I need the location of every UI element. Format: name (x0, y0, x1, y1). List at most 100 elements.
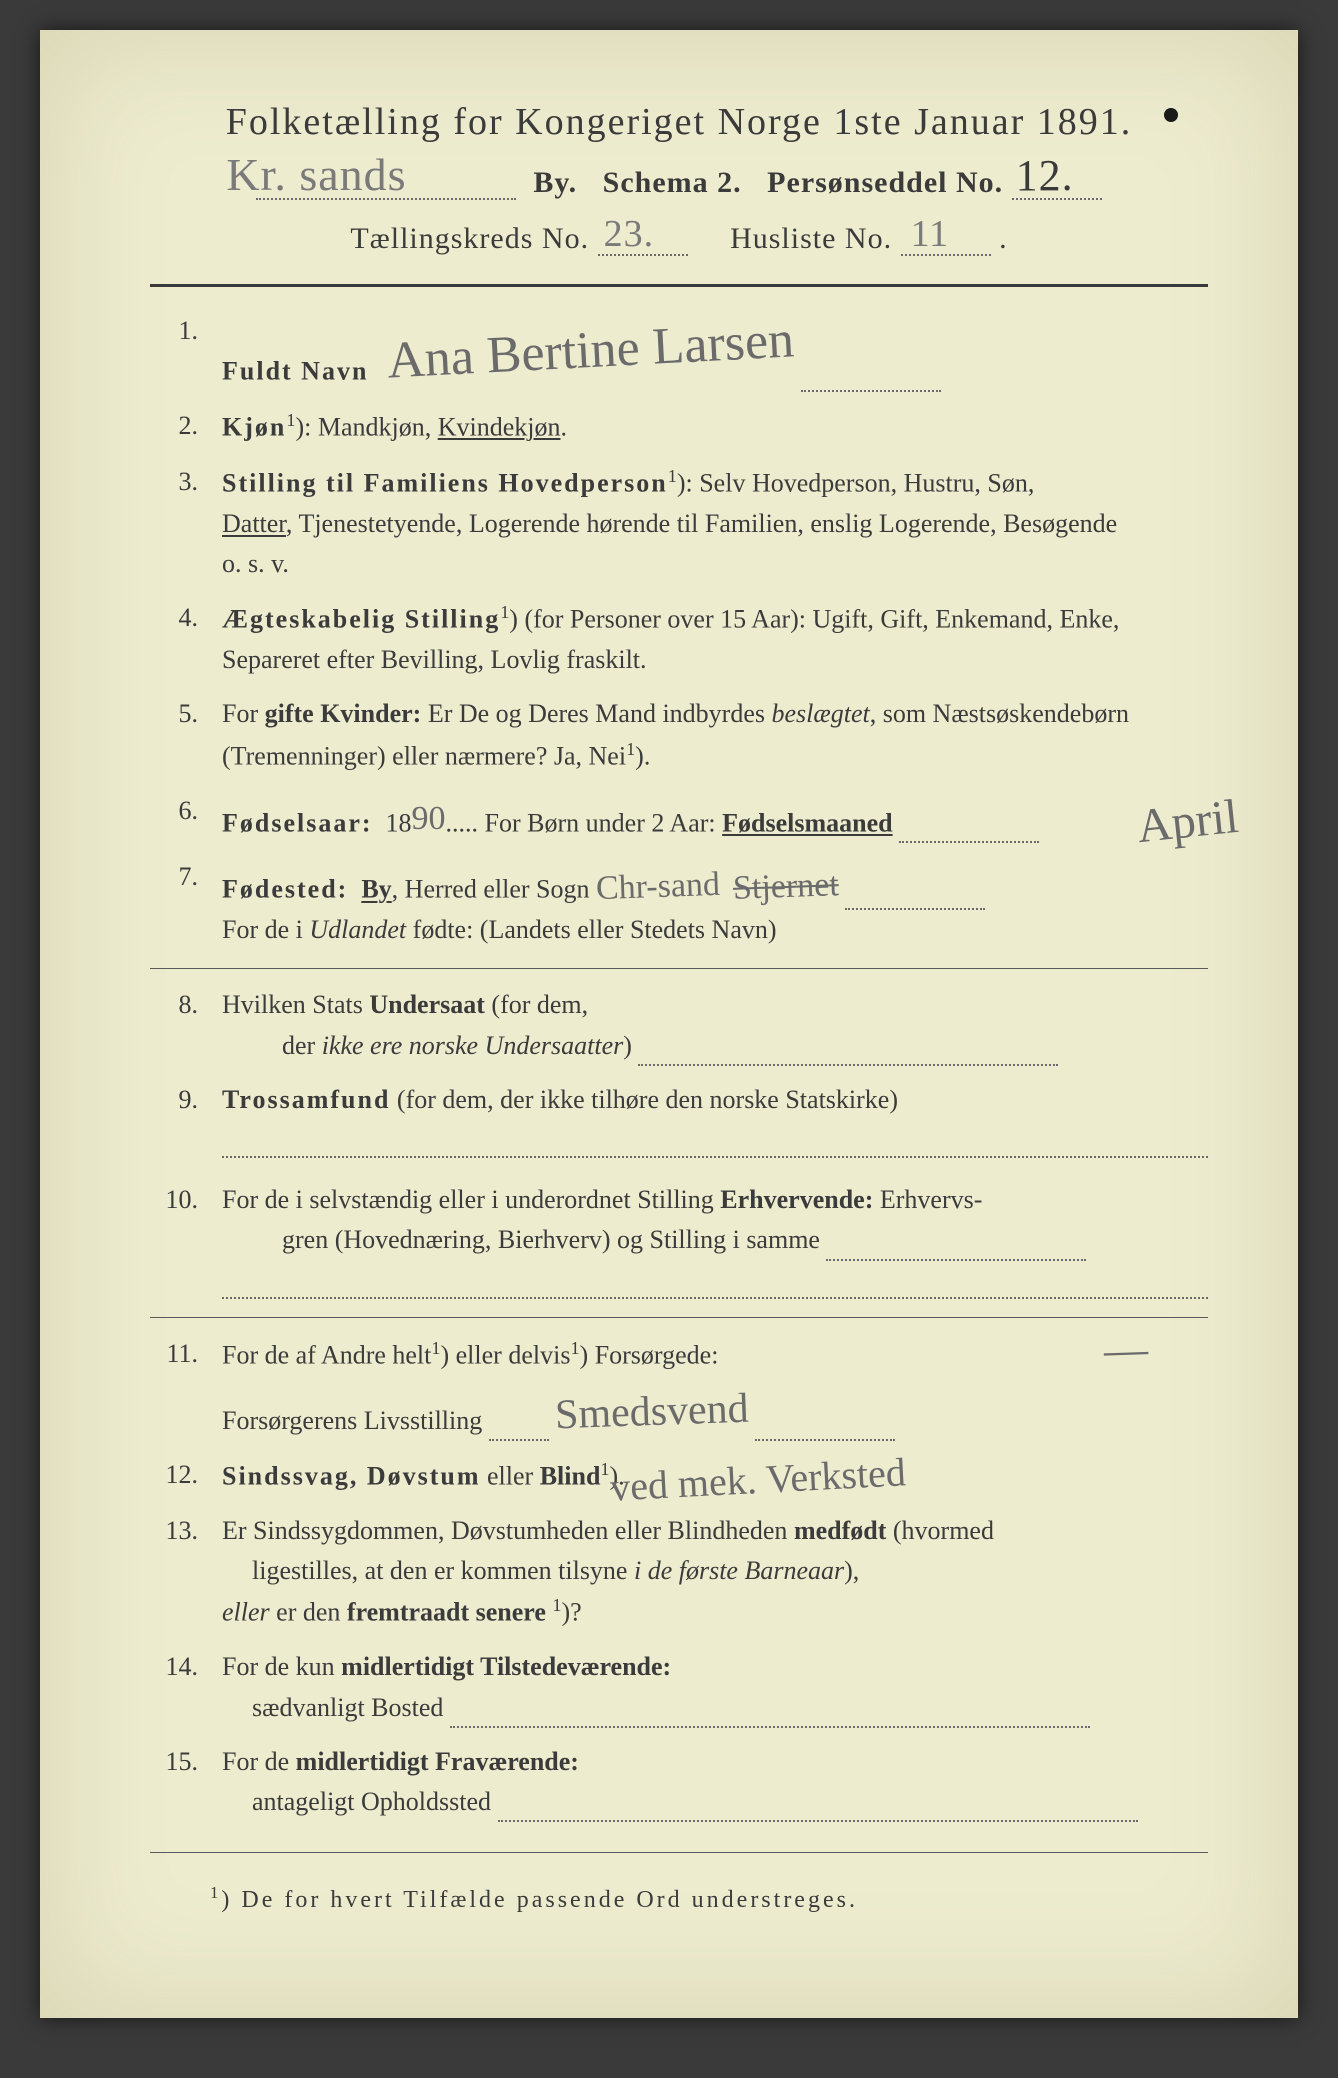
q13-bold: medfødt (794, 1516, 886, 1545)
q6-label: Fødselsaar: (222, 808, 373, 837)
divider-mid-2 (150, 1317, 1208, 1318)
taellingskreds-label: Tællingskreds No. (350, 222, 589, 255)
q3-underlined: Datter (222, 509, 286, 538)
q8: Hvilken Stats Undersaat (for dem, der ik… (150, 985, 1208, 1066)
q15-line2: antageligt Opholdssted (252, 1787, 491, 1816)
q15-a: For de (222, 1747, 296, 1776)
q8-dots (638, 1042, 1058, 1066)
footnote-text: ) De for hvert Tilfælde passende Ord und… (221, 1887, 858, 1913)
q9-dots (222, 1130, 1208, 1158)
q3-label: Stilling til Familiens Hovedperson (222, 468, 668, 497)
q12-t1: eller (481, 1461, 540, 1490)
q2: Kjøn1): Mandkjøn, Kvindekjøn. (150, 406, 1208, 448)
q13-ital: i de første Barneaar (634, 1556, 844, 1585)
q4: Ægteskabelig Stilling1) (for Personer ov… (150, 598, 1208, 680)
q13-bold2: fremtraadt senere (347, 1598, 546, 1627)
q3: Stilling til Familiens Hovedperson1): Se… (150, 462, 1208, 585)
q7-line2a: For de i (222, 915, 309, 944)
q9-bold: Trossamfund (222, 1085, 390, 1114)
q11-c: ) Forsørgede: (580, 1340, 719, 1369)
form-title: Folketælling for Kongeriget Norge 1ste J… (150, 100, 1208, 144)
footnote: 1) De for hvert Tilfælde passende Ord un… (150, 1883, 1208, 1914)
personseddel-label: Persønseddel No. (767, 166, 1003, 199)
q11-sup2: 1 (570, 1338, 579, 1358)
q10-a: For de i selvstændig eller i underordnet… (222, 1185, 720, 1214)
q1-trail-dots (801, 368, 941, 392)
q13-line3b: er den (270, 1598, 347, 1627)
q13-b: (hvormed (886, 1516, 994, 1545)
husliste-no: 11 (911, 212, 950, 256)
q7-ital: Udlandet (309, 915, 406, 944)
q1: Fuldt Navn Ana Bertine Larsen (150, 311, 1208, 392)
q8-line2b: ) (623, 1031, 632, 1060)
personseddel-field: 12. (1012, 170, 1102, 200)
husliste-field: 11 (901, 226, 991, 256)
form-header: Folketælling for Kongeriget Norge 1ste J… (150, 100, 1208, 256)
divider-top (150, 284, 1208, 287)
q5-sup: 1 (626, 739, 635, 759)
city-field: Kr. sands (256, 170, 516, 200)
q13: Er Sindssygdommen, Døvstumheden eller Bl… (150, 1511, 1208, 1634)
q11-dots (755, 1417, 895, 1441)
question-list: Fuldt Navn Ana Bertine Larsen Kjøn1): Ma… (150, 311, 1208, 950)
q14-dots (450, 1704, 1090, 1728)
q11-a: For de af Andre helt (222, 1340, 431, 1369)
q6-year-hand: 90 (412, 793, 446, 846)
q5-ital: beslægtet (772, 699, 870, 728)
q11-dots-pre (489, 1417, 549, 1441)
q2-label: Kjøn (222, 412, 286, 441)
q1-name-handwritten: Ana Bertine Larsen (385, 300, 796, 402)
q3-sup: 1 (668, 466, 677, 486)
footnote-sup: 1 (210, 1883, 221, 1902)
q7-trail (845, 886, 985, 910)
q10: For de i selvstændig eller i underordnet… (150, 1180, 1208, 1299)
city-handwritten: Kr. sands (226, 148, 406, 201)
q2-underlined: Kvindekjøn (438, 412, 561, 441)
q10-bold: Erhvervende: (720, 1185, 873, 1214)
q5: For gifte Kvinder: Er De og Deres Mand i… (150, 694, 1208, 776)
q14-a: For de kun (222, 1652, 341, 1681)
q7-line2b: fødte: (Landets eller Stedets Navn) (406, 915, 776, 944)
divider-mid-1 (150, 968, 1208, 969)
q11: For de af Andre helt1) eller delvis1) Fo… (150, 1334, 1208, 1441)
taellingskreds-no: 23. (604, 212, 655, 256)
q12-bold2: Blind (540, 1461, 601, 1490)
q12-bold: Sindssvag, Døvstum (222, 1461, 481, 1490)
q10-dots1 (826, 1237, 1086, 1261)
q6-month-field (899, 819, 1039, 843)
q13-a: Er Sindssygdommen, Døvstumheden eller Bl… (222, 1516, 794, 1545)
ink-blot (1164, 108, 1178, 122)
q7-text1: , Herred eller Sogn (392, 875, 596, 904)
q7-by: By (361, 875, 391, 904)
q6-mid: ..... For Børn under 2 Aar: (446, 808, 723, 837)
q14: For de kun midlertidigt Tilstedeværende:… (150, 1647, 1208, 1728)
q2-tail: . (560, 412, 567, 441)
q13-line2b: ), (844, 1556, 859, 1585)
q3-line1: ): Selv Hovedperson, Hustru, Søn, (677, 468, 1034, 497)
q5-bold: gifte Kvinder: (265, 699, 422, 728)
q12: Sindssvag, Døvstum eller Blind1). ved me… (150, 1455, 1208, 1497)
husliste-label: Husliste No. (730, 222, 892, 255)
q1-label: Fuldt Navn (222, 356, 368, 385)
q3-line3: o. s. v. (222, 549, 289, 578)
q7-label: Fødested: (222, 875, 348, 904)
q11-line2: Forsørgerens Livsstilling (222, 1406, 482, 1435)
q10-line2: gren (Hovednæring, Bierhverv) og Stillin… (282, 1225, 820, 1254)
q15-bold: midlertidigt Fraværende: (296, 1747, 579, 1776)
q6-year-prefix: 18 (386, 808, 412, 837)
kreds-husliste-line: Tællingskreds No. 23. Husliste No. 11 . (150, 222, 1208, 256)
q3-line2: , Tjenestetyende, Logerende hørende til … (286, 509, 1117, 538)
q2-text: ): Mandkjøn, (295, 412, 437, 441)
q14-bold: midlertidigt Tilstedeværende: (341, 1652, 671, 1681)
q13-tail: )? (562, 1598, 582, 1627)
city-schema-line: Kr. sands By. Schema 2. Persønseddel No.… (150, 166, 1208, 200)
q6-month-hand: April (1133, 780, 1242, 865)
q7-place-hand: Chr-sand (595, 859, 721, 916)
census-form-page: Folketælling for Kongeriget Norge 1ste J… (40, 30, 1298, 2018)
q13-line2a: ligestilles, at den er kommen tilsyne (252, 1556, 634, 1585)
q9-text: (for dem, der ikke tilhøre den norske St… (390, 1085, 898, 1114)
q8-ital: ikke ere norske Undersaatter (322, 1031, 624, 1060)
q12-tail: ). (610, 1461, 625, 1490)
q4-sup: 1 (500, 602, 509, 622)
q13-sup: 1 (552, 1595, 561, 1615)
